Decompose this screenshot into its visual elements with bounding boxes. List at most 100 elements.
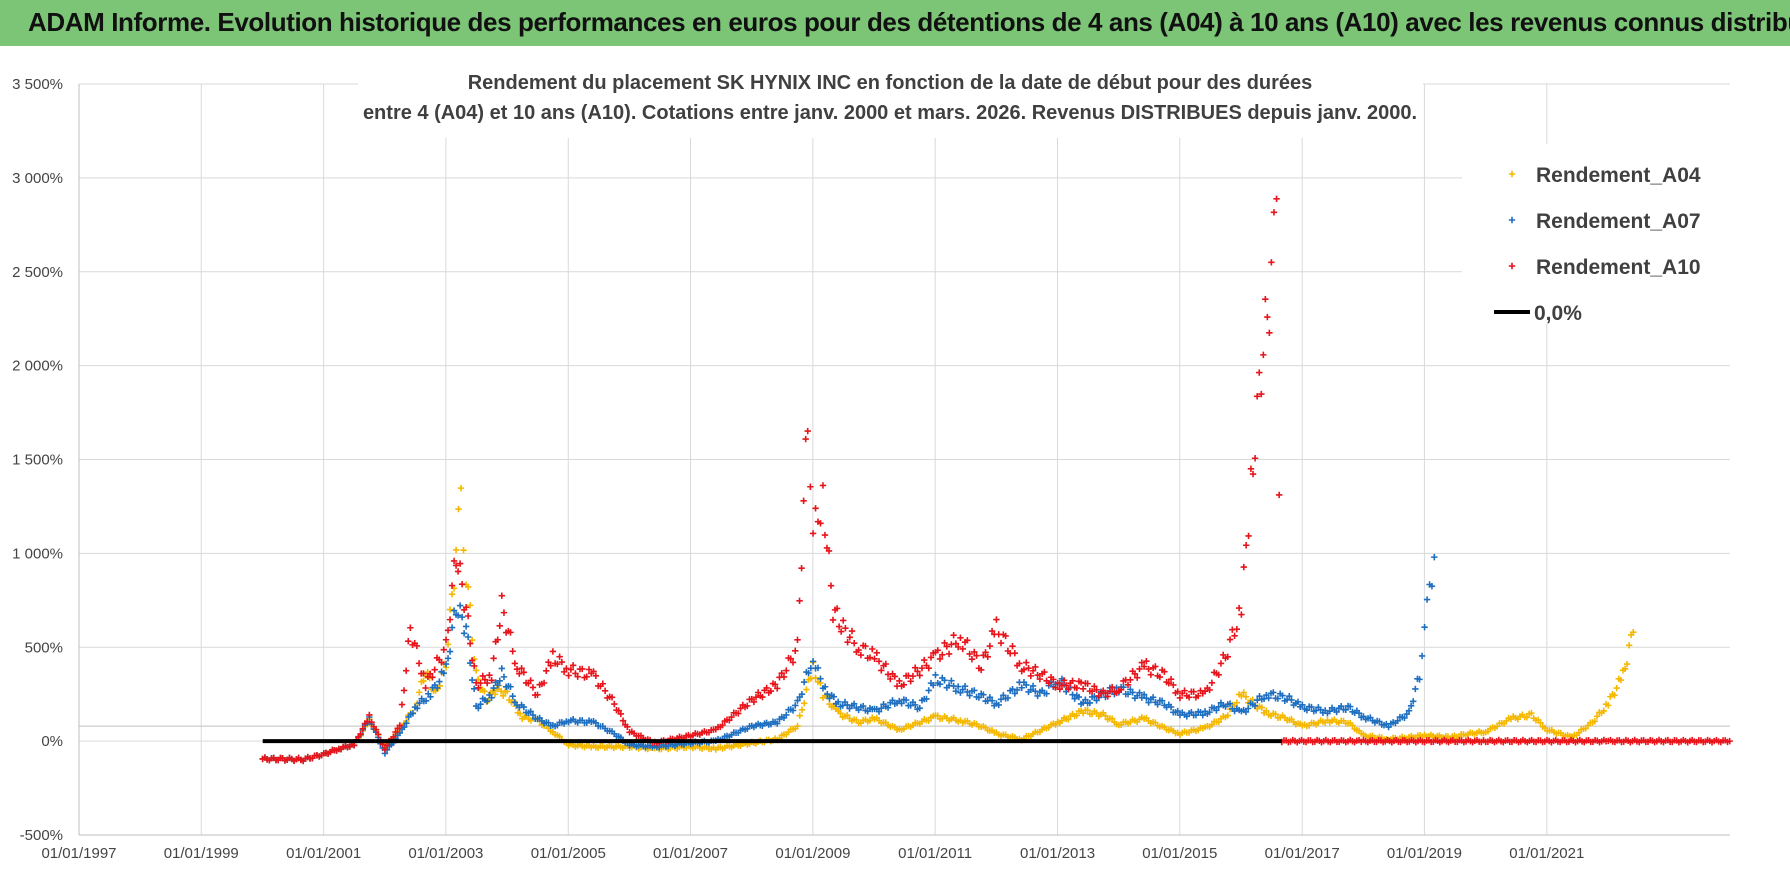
data-point xyxy=(997,696,1005,703)
data-point xyxy=(372,726,380,733)
x-tick-label: 01/01/2003 xyxy=(408,845,483,862)
legend-label: Rendement_A04 xyxy=(1536,164,1701,187)
data-point xyxy=(592,672,600,679)
y-axis: -500% 0% 500% 1 000% 1 500% 2 000% 2 500% 3 000… xyxy=(12,76,80,844)
data-point xyxy=(1167,676,1175,683)
data-point xyxy=(873,649,880,656)
data-point xyxy=(1233,699,1241,706)
data-point xyxy=(456,560,464,567)
data-point xyxy=(396,722,404,729)
data-point xyxy=(442,636,450,643)
data-point xyxy=(1617,676,1625,684)
data-point xyxy=(941,639,948,647)
data-point xyxy=(1355,710,1363,717)
chart-title-box xyxy=(358,66,1423,138)
data-point xyxy=(964,688,971,696)
data-point xyxy=(583,673,590,680)
data-point xyxy=(1242,542,1250,549)
data-point xyxy=(420,670,427,677)
x-tick-label: 01/01/2011 xyxy=(898,845,972,862)
data-point xyxy=(767,687,775,695)
data-point xyxy=(977,666,985,674)
data-point xyxy=(936,655,944,663)
data-point xyxy=(833,605,841,612)
data-point xyxy=(472,667,480,674)
data-point xyxy=(1084,680,1091,687)
data-point xyxy=(1131,670,1139,678)
data-point xyxy=(1143,694,1150,702)
data-point xyxy=(490,684,497,692)
data-point xyxy=(396,729,404,737)
data-point xyxy=(457,484,465,492)
data-point xyxy=(516,670,523,677)
data-point xyxy=(798,690,806,698)
data-point xyxy=(851,640,858,647)
data-point xyxy=(824,690,831,698)
data-point xyxy=(520,669,528,676)
data-point xyxy=(948,677,955,684)
data-point xyxy=(488,694,495,701)
data-point xyxy=(875,658,883,665)
data-point xyxy=(427,693,434,701)
data-point xyxy=(491,691,499,698)
data-point xyxy=(850,700,858,708)
data-point xyxy=(1215,703,1222,710)
data-point xyxy=(848,627,856,635)
data-point xyxy=(448,590,456,598)
data-point xyxy=(1247,465,1255,473)
data-point xyxy=(925,717,932,724)
data-point xyxy=(754,689,762,696)
data-point xyxy=(1108,715,1116,722)
data-point xyxy=(470,662,478,670)
data-point xyxy=(1226,700,1234,707)
data-point xyxy=(1192,711,1200,719)
data-point xyxy=(590,668,597,675)
data-point xyxy=(1195,692,1202,700)
data-point xyxy=(574,673,581,680)
data-point xyxy=(1050,676,1057,683)
data-point xyxy=(464,633,472,641)
data-point xyxy=(993,616,1000,623)
data-point xyxy=(752,694,760,701)
data-point xyxy=(383,742,391,749)
data-point xyxy=(900,681,908,688)
data-point xyxy=(925,664,932,672)
data-point xyxy=(829,616,837,624)
data-point xyxy=(413,642,421,650)
data-point xyxy=(1054,679,1061,687)
data-point xyxy=(444,641,452,648)
data-point xyxy=(1303,706,1311,714)
data-point xyxy=(771,681,779,688)
data-point xyxy=(554,660,561,668)
data-point xyxy=(1045,680,1053,687)
data-point xyxy=(460,630,468,637)
data-point xyxy=(503,688,511,695)
data-point xyxy=(1523,714,1531,721)
data-point xyxy=(889,697,896,704)
data-point xyxy=(932,671,939,679)
data-point xyxy=(1333,708,1340,716)
data-point xyxy=(774,720,781,727)
legend-label: 0,0% xyxy=(1534,302,1582,325)
data-point xyxy=(780,673,788,681)
data-point xyxy=(866,654,874,661)
data-point xyxy=(988,697,996,704)
data-point xyxy=(422,684,429,692)
data-point xyxy=(475,704,482,712)
data-point xyxy=(961,682,969,690)
data-point xyxy=(1272,710,1279,718)
data-point xyxy=(617,710,625,718)
x-tick-label: 01/01/2009 xyxy=(775,845,850,862)
data-point xyxy=(783,667,790,674)
data-point xyxy=(759,693,766,701)
data-point xyxy=(844,712,851,719)
data-point xyxy=(516,710,524,717)
data-point xyxy=(549,648,557,655)
data-point xyxy=(1018,684,1025,691)
data-point xyxy=(468,676,476,684)
data-point xyxy=(1251,455,1259,462)
data-point xyxy=(498,592,505,599)
data-point xyxy=(763,684,770,692)
data-point xyxy=(821,683,829,690)
data-point xyxy=(567,666,575,673)
